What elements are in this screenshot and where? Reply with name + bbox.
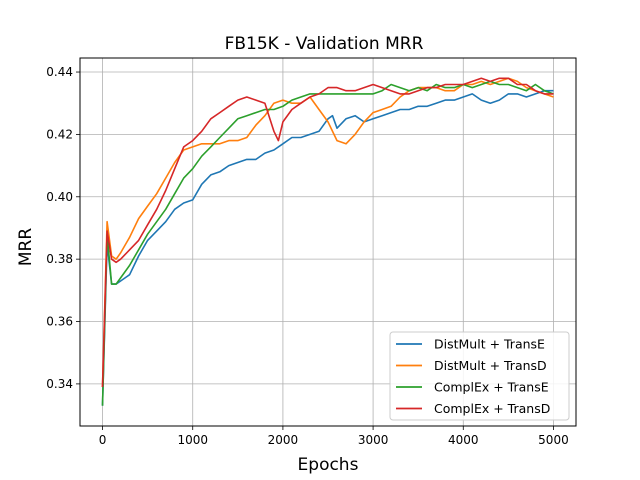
- x-tick-label: 0: [99, 433, 107, 447]
- x-tick-label: 4000: [448, 433, 479, 447]
- y-tick-label: 0.34: [46, 377, 73, 391]
- series-line-2: [101, 77, 554, 388]
- series-line-1: [101, 89, 554, 406]
- y-tick-label: 0.36: [46, 315, 73, 329]
- x-axis-label: Epochs: [298, 455, 359, 475]
- x-tick-label: 2000: [268, 433, 299, 447]
- y-axis-label: MRR: [16, 228, 36, 266]
- plot-frame: [79, 57, 577, 427]
- y-tick-label: 0.42: [46, 127, 73, 141]
- chart-title: FB15K - Validation MRR: [225, 34, 424, 54]
- y-tick-label: 0.44: [46, 65, 73, 79]
- legend-label-2: DistMult + TransD: [434, 358, 547, 373]
- x-tick-label: 1000: [177, 433, 208, 447]
- legend-box: [389, 331, 570, 421]
- legend-label-1: DistMult + TransE: [434, 337, 545, 352]
- grid: [80, 58, 576, 426]
- axis-ticks: 0 1000 2000 3000 4000 5000 0.34 0.36 0.38 0.40 0.4…: [46, 65, 568, 447]
- legend: DistMult + TransE DistMult + TransD ComplE…: [389, 331, 570, 421]
- y-tick-label: 0.40: [46, 190, 73, 204]
- series-line-4: [101, 77, 554, 388]
- legend-label-3: ComplEx + TransE: [434, 380, 549, 395]
- plot-series: [101, 77, 554, 406]
- x-tick-label: 5000: [538, 433, 569, 447]
- x-tick-label: 3000: [358, 433, 389, 447]
- y-tick-label: 0.38: [46, 252, 73, 266]
- legend-label-4: ComplEx + TransD: [434, 401, 550, 416]
